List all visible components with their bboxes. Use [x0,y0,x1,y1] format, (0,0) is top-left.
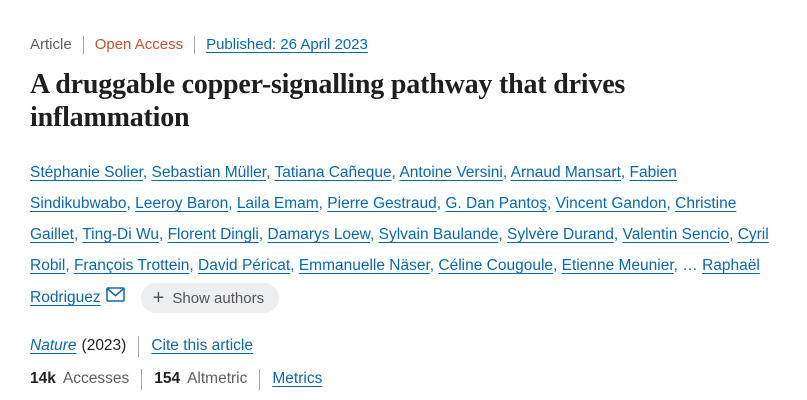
cite-article-link[interactable]: Cite this article [151,337,253,354]
article-type-label: Article [30,36,72,53]
author-list: Stéphanie Solier, Sebastian Müller, Tati… [30,157,769,314]
author-separator: , [318,195,328,212]
article-title-line2: inflammation [30,102,190,133]
author-link[interactable]: Christine [675,195,737,212]
author-separator: , [620,164,630,181]
author-link[interactable]: Leeroy Baron [135,195,229,212]
article-title-line1: A druggable copper-signalling pathway th… [30,69,626,100]
author-separator: , [126,195,136,212]
author-link[interactable]: Sindikubwabo [30,195,127,212]
publication-year: (2023) [81,337,127,354]
author-separator: , [429,257,439,274]
author-separator: , [370,226,379,243]
author-line: Stéphanie Solier, Sebastian Müller, Tati… [30,157,767,188]
plus-icon: + [152,287,165,309]
open-access-label: Open Access [94,36,184,53]
divider [259,368,261,390]
author-line: Gaillet, Ting-Di Wu, Florent Dingli, Dam… [30,219,769,250]
author-separator: , [258,226,268,243]
author-link[interactable]: Tatiana Cañeque [274,164,392,181]
author-link[interactable]: Sylvère Durand [507,226,614,243]
author-separator: , … [673,257,703,274]
author-link[interactable]: Antoine Versini [399,164,503,181]
author-link[interactable]: David Péricat [198,257,291,274]
author-link[interactable]: Laila Emam [236,195,319,212]
author-link[interactable]: Pierre Gestraud [327,195,437,212]
author-link[interactable]: Ting-Di Wu [82,226,159,243]
author-separator: , [290,257,299,274]
author-link[interactable]: Sebastian Müller [151,164,267,181]
author-link[interactable]: Fabien [629,164,677,181]
divider [138,335,140,357]
author-separator: , [666,195,676,212]
author-link[interactable]: Cyril [737,226,769,243]
journal-link[interactable]: Nature [30,337,77,354]
author-line: Sindikubwabo, Leeroy Baron, Laila Emam, … [30,188,767,219]
article-title: A druggable copper-signalling pathway th… [30,68,767,134]
author-last-line: Rodriguez + Show authors [30,282,767,314]
author-link[interactable]: François Trottein [73,257,190,274]
published-date-link[interactable]: Published: 26 April 2023 [206,36,368,53]
metrics-row: 14k Accesses 154 Altmetric Metrics [30,368,767,390]
author-link[interactable]: Sylvain Baulande [378,226,499,243]
author-link[interactable]: Céline Cougoule [438,257,554,274]
author-separator: , [189,257,199,274]
citation-row: Nature (2023) Cite this article [30,335,767,357]
author-separator: , [436,195,446,212]
author-link[interactable]: Robil [30,257,66,274]
author-separator: , [65,257,74,274]
author-separator: , [158,226,168,243]
divider [141,368,143,390]
author-separator: , [729,226,738,243]
altmetric-value: 154 [154,370,181,387]
author-link[interactable]: G. Dan Pantoş [445,195,548,212]
author-separator: , [266,164,275,181]
author-link[interactable]: Florent Dingli [167,226,259,243]
accesses-label: Accesses [62,370,130,387]
author-link[interactable]: Vincent Gandon [555,195,667,212]
author-link[interactable]: Valentin Sencio [622,226,730,243]
author-separator: , [73,226,83,243]
author-link[interactable]: Arnaud Mansart [510,164,621,181]
article-meta-row: Article Open Access Published: 26 April … [30,34,767,55]
author-link[interactable]: Stéphanie Solier [30,164,143,181]
author-link[interactable]: Etienne Meunier [561,257,674,274]
author-separator: , [502,164,511,181]
show-authors-label: Show authors [172,289,265,307]
author-separator: , [553,257,562,274]
author-separator: , [498,226,508,243]
author-link[interactable]: Rodriguez [30,289,101,306]
author-separator: , [613,226,623,243]
show-authors-button[interactable]: + Show authors [140,283,280,313]
metrics-link[interactable]: Metrics [272,370,323,387]
author-link[interactable]: Damarys Loew [267,226,371,243]
author-separator: , [228,195,237,212]
author-line: Robil, François Trottein, David Péricat,… [30,250,767,281]
envelope-icon[interactable] [105,286,125,302]
author-link[interactable]: Gaillet [30,226,74,243]
accesses-value: 14k [30,370,56,387]
altmetric-label: Altmetric [187,370,248,387]
author-last-segments: Rodriguez [30,289,101,307]
divider [82,35,84,54]
divider [194,35,196,54]
author-link[interactable]: Raphaël [702,257,760,274]
author-lines: Stéphanie Solier, Sebastian Müller, Tati… [30,157,769,281]
author-separator: , [547,195,556,212]
author-separator: , [142,164,152,181]
author-separator: , [391,164,400,181]
author-link[interactable]: Emmanuelle Näser [298,257,430,274]
